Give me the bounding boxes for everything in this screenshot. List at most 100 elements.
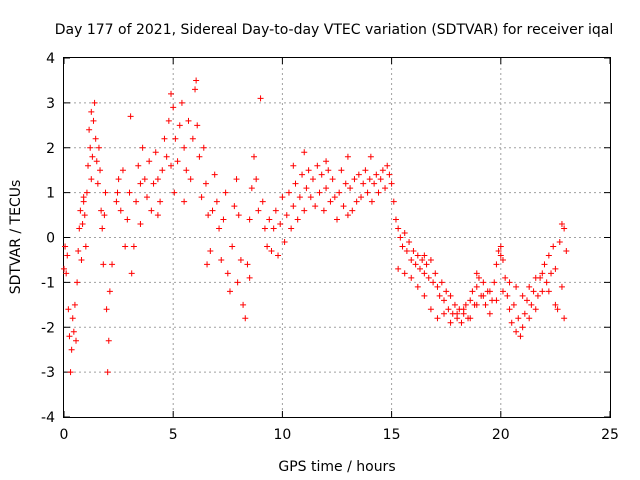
data-point [447, 319, 454, 326]
data-point [510, 301, 517, 308]
data-point [323, 158, 330, 165]
data-point [530, 288, 537, 295]
data-point [135, 162, 142, 169]
data-point [235, 212, 242, 219]
data-point [408, 256, 415, 263]
x-tick-label: 5 [169, 427, 178, 443]
data-point [539, 270, 546, 277]
data-point [563, 247, 570, 254]
data-point [130, 243, 137, 250]
data-point [499, 256, 506, 263]
data-point [97, 167, 104, 174]
data-point [264, 243, 271, 250]
data-point [171, 189, 178, 196]
data-point [127, 113, 134, 120]
data-point [473, 270, 480, 277]
data-point [231, 203, 238, 210]
y-tick-label: 3 [46, 96, 55, 112]
data-point [128, 270, 135, 277]
data-point [331, 194, 338, 201]
data-point [414, 252, 421, 259]
data-point [430, 279, 437, 286]
data-point [170, 104, 177, 111]
data-point [205, 212, 212, 219]
data-point [320, 207, 327, 214]
data-point [296, 194, 303, 201]
data-point [390, 198, 397, 205]
data-point [216, 225, 223, 232]
data-point [105, 337, 112, 344]
data-point [539, 288, 546, 295]
data-point [344, 153, 351, 160]
data-point [552, 301, 559, 308]
data-point [88, 176, 95, 183]
data-point [152, 149, 159, 156]
data-point [467, 315, 474, 322]
data-point [233, 176, 240, 183]
x-tick-label: 20 [492, 427, 510, 443]
data-point [419, 256, 426, 263]
data-point [86, 126, 93, 133]
data-point [401, 270, 408, 277]
data-point [299, 171, 306, 178]
data-point [397, 234, 404, 241]
data-point [425, 274, 432, 281]
data-point [183, 167, 190, 174]
data-point [366, 176, 373, 183]
data-point [93, 158, 100, 165]
data-point [101, 212, 108, 219]
data-point [423, 261, 430, 268]
data-point [358, 194, 365, 201]
data-point [486, 310, 493, 317]
x-tick-label: 15 [383, 427, 401, 443]
data-point [246, 216, 253, 223]
data-point [314, 162, 321, 169]
data-point [172, 135, 179, 142]
data-point [513, 328, 520, 335]
data-point [115, 176, 122, 183]
data-point [454, 310, 461, 317]
data-point [68, 346, 75, 353]
x-tick-label: 25 [601, 427, 619, 443]
data-point [220, 216, 227, 223]
x-axis-label: GPS time / hours [278, 459, 395, 475]
data-point [100, 261, 107, 268]
data-point [451, 301, 458, 308]
grid-layer [64, 58, 610, 417]
data-point [248, 185, 255, 192]
data-point [122, 243, 129, 250]
data-point [371, 180, 378, 187]
data-point [185, 117, 192, 124]
data-point [237, 256, 244, 263]
data-point [168, 90, 175, 97]
data-point [148, 207, 155, 214]
data-point [504, 292, 511, 299]
data-point [83, 189, 90, 196]
data-point [226, 288, 233, 295]
data-point [554, 306, 561, 313]
data-point [106, 288, 113, 295]
data-point [178, 99, 185, 106]
data-point [207, 247, 214, 254]
plot-frame [63, 57, 611, 418]
y-tick-label: -2 [41, 320, 55, 336]
data-point [497, 252, 504, 259]
data-point [362, 167, 369, 174]
data-point [543, 279, 550, 286]
data-point [368, 198, 375, 205]
data-point [150, 180, 157, 187]
data-point [445, 306, 452, 313]
data-point [545, 288, 552, 295]
data-point [137, 221, 144, 228]
data-point [242, 315, 249, 322]
data-point [550, 243, 557, 250]
data-point [534, 292, 541, 299]
y-tick-label: -1 [41, 275, 55, 291]
data-point [460, 306, 467, 313]
data-point [246, 274, 253, 281]
data-point [467, 297, 474, 304]
data-point [64, 252, 71, 259]
y-axis-label: SDTVAR / TECUs [8, 180, 24, 295]
data-point [255, 207, 262, 214]
